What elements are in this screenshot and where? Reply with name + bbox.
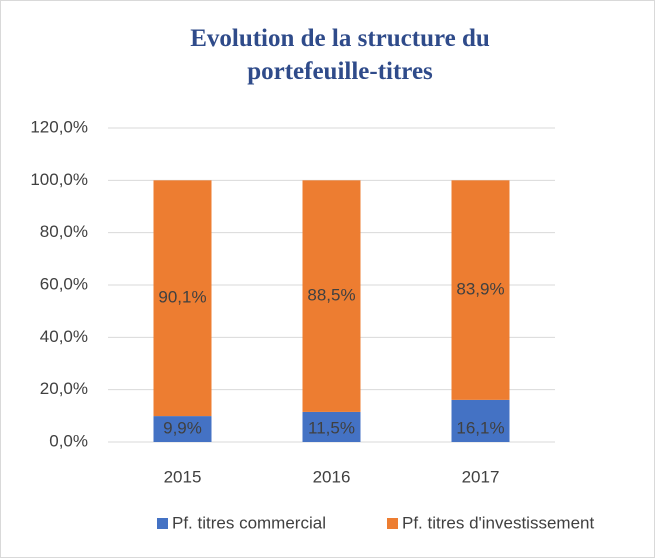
legend-swatch <box>157 518 168 529</box>
data-label: 90,1% <box>158 288 206 307</box>
y-tick-label: 0,0% <box>49 431 88 450</box>
y-tick-label: 20,0% <box>40 379 88 398</box>
x-tick-label: 2016 <box>313 467 351 486</box>
bar-segment <box>302 180 361 412</box>
x-tick-label: 2015 <box>164 467 202 486</box>
legend-label: Pf. titres d'investissement <box>402 513 594 532</box>
bar-segment <box>153 416 212 442</box>
y-tick-label: 80,0% <box>40 222 88 241</box>
y-tick-label: 120,0% <box>30 117 88 136</box>
bar-segment <box>153 180 212 417</box>
chart-title: Evolution de la structure du portefeuill… <box>190 25 490 85</box>
bar-segment <box>451 399 510 442</box>
y-tick-label: 40,0% <box>40 327 88 346</box>
legend-swatch <box>387 518 398 529</box>
legend-label: Pf. titres commercial <box>172 513 326 532</box>
bar-segment <box>451 180 510 400</box>
x-tick-label: 2017 <box>462 467 500 486</box>
data-label: 16,1% <box>456 418 504 437</box>
y-tick-label: 60,0% <box>40 274 88 293</box>
data-label: 11,5% <box>308 418 355 437</box>
data-label: 83,9% <box>456 280 504 299</box>
bar-segment <box>302 411 361 442</box>
y-tick-label: 100,0% <box>30 170 88 189</box>
data-label: 9,9% <box>163 418 202 437</box>
data-label: 88,5% <box>307 286 355 305</box>
